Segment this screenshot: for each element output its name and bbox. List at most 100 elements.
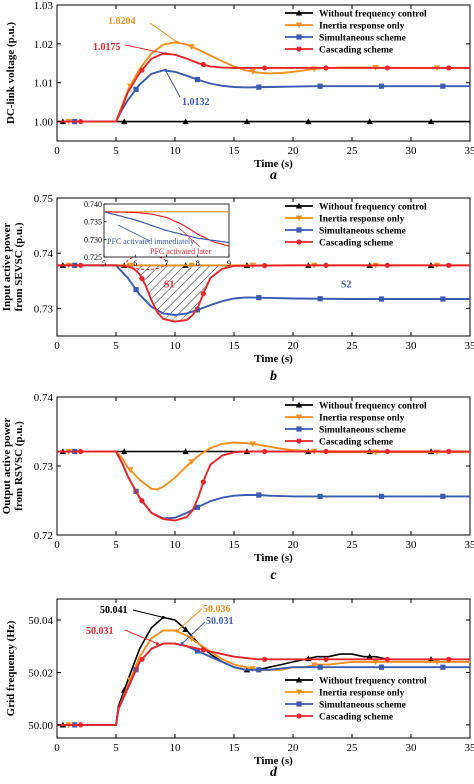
data-point <box>446 449 451 454</box>
y-tick-label: 50.02 <box>28 667 53 679</box>
legend-label: Cascading scheme <box>319 239 393 249</box>
annotation-arrow-head <box>181 642 184 645</box>
panel-label: a <box>270 168 277 183</box>
legend-swatch-marker <box>296 713 301 718</box>
data-point <box>379 296 384 301</box>
y-axis-label-line: Input active power <box>1 223 13 312</box>
series-line-simultaneous <box>57 265 470 315</box>
x-tick-label: 5 <box>113 145 119 157</box>
x-tick-label: 30 <box>406 145 418 157</box>
data-point <box>201 647 206 652</box>
data-point <box>78 263 83 268</box>
annotation-label: 1.0175 <box>93 42 121 53</box>
data-point <box>446 263 451 268</box>
series-line-simultaneous <box>57 452 470 519</box>
x-tick-label: 30 <box>406 539 418 551</box>
annotation-label: 50.031 <box>86 626 114 637</box>
y-tick-label: 1.03 <box>34 0 54 12</box>
panel-label: c <box>270 568 277 583</box>
annotation-arrow <box>150 23 177 42</box>
data-point <box>385 449 390 454</box>
data-point <box>139 276 144 281</box>
inset-y-tick-label: 0.740 <box>84 200 102 209</box>
inset-x-tick-label: 9 <box>227 259 231 268</box>
annotation-arrow-head <box>156 642 159 645</box>
data-point <box>323 449 328 454</box>
x-tick-label: 35 <box>465 145 474 157</box>
data-point <box>318 296 323 301</box>
data-point <box>262 65 267 70</box>
series-line-inertia <box>57 42 470 121</box>
annotation-label: 1.0204 <box>108 16 136 27</box>
legend-label: Simultaneous scheme <box>319 426 406 436</box>
x-tick-label: 35 <box>465 340 474 352</box>
data-point <box>262 449 267 454</box>
data-point <box>139 657 144 662</box>
data-point <box>256 667 261 672</box>
legend-label: Without frequency control <box>319 677 427 687</box>
series-line-cascading <box>57 265 470 321</box>
y-tick-label: 0.73 <box>34 461 54 473</box>
region-label-s2: S2 <box>341 279 352 290</box>
data-point <box>379 494 384 499</box>
inset-x-tick-label: 7 <box>165 259 169 268</box>
legend-label: Cascading scheme <box>319 46 393 56</box>
annotation-arrow-head <box>162 616 165 619</box>
data-point <box>323 263 328 268</box>
y-tick-label: 1.00 <box>34 117 54 129</box>
data-point <box>201 291 206 296</box>
y-tick-label: 0.73 <box>34 303 54 315</box>
y-axis-label-line: Output active power <box>1 418 13 515</box>
legend-swatch-marker <box>296 239 301 244</box>
panel-label: d <box>270 765 278 779</box>
x-tick-label: 25 <box>347 340 359 352</box>
y-tick-label: 0.74 <box>34 248 54 260</box>
x-tick-label: 10 <box>170 742 182 754</box>
data-point <box>201 62 206 67</box>
x-tick-label: 5 <box>113 742 119 754</box>
data-point <box>256 295 261 300</box>
x-tick-label: 0 <box>54 742 60 754</box>
x-axis-label: Time (s) <box>254 552 293 564</box>
annotation-arrow-head <box>176 629 179 632</box>
data-point <box>379 665 384 670</box>
data-point <box>440 84 445 89</box>
annotation-arrow-head <box>164 69 167 72</box>
legend-label: Inertia response only <box>319 215 405 225</box>
data-point <box>385 65 390 70</box>
legend-swatch-marker <box>296 46 301 51</box>
data-point <box>385 657 390 662</box>
y-tick-label: 1.01 <box>34 78 53 90</box>
data-point <box>201 479 206 484</box>
data-point <box>256 492 261 497</box>
x-tick-label: 30 <box>406 340 418 352</box>
y-tick-label: 50.04 <box>28 615 53 627</box>
data-point <box>78 722 83 727</box>
inset-annotation: PFC activated later <box>150 247 212 256</box>
plot-frame <box>57 397 470 535</box>
annotation-label: 50.041 <box>100 605 128 616</box>
legend-swatch-marker <box>296 438 301 443</box>
y-tick-label: 0.74 <box>34 392 54 404</box>
x-tick-label: 15 <box>229 539 241 551</box>
y-axis-label-group: DC-link voltage (p.u.) <box>5 22 17 124</box>
y-tick-label: 50.00 <box>28 720 53 732</box>
annotation-arrow <box>166 70 180 97</box>
y-tick-label: 1.02 <box>34 39 53 51</box>
data-point <box>133 87 138 92</box>
legend-label: Without frequency control <box>319 10 427 20</box>
data-point <box>323 65 328 70</box>
inset-x-tick-label: 5 <box>102 259 106 268</box>
x-tick-label: 25 <box>347 539 359 551</box>
data-point <box>139 498 144 503</box>
annotation-arrow-head <box>176 41 179 44</box>
data-point <box>318 494 323 499</box>
x-tick-label: 20 <box>288 340 300 352</box>
data-point <box>262 263 267 268</box>
data-point <box>323 657 328 662</box>
